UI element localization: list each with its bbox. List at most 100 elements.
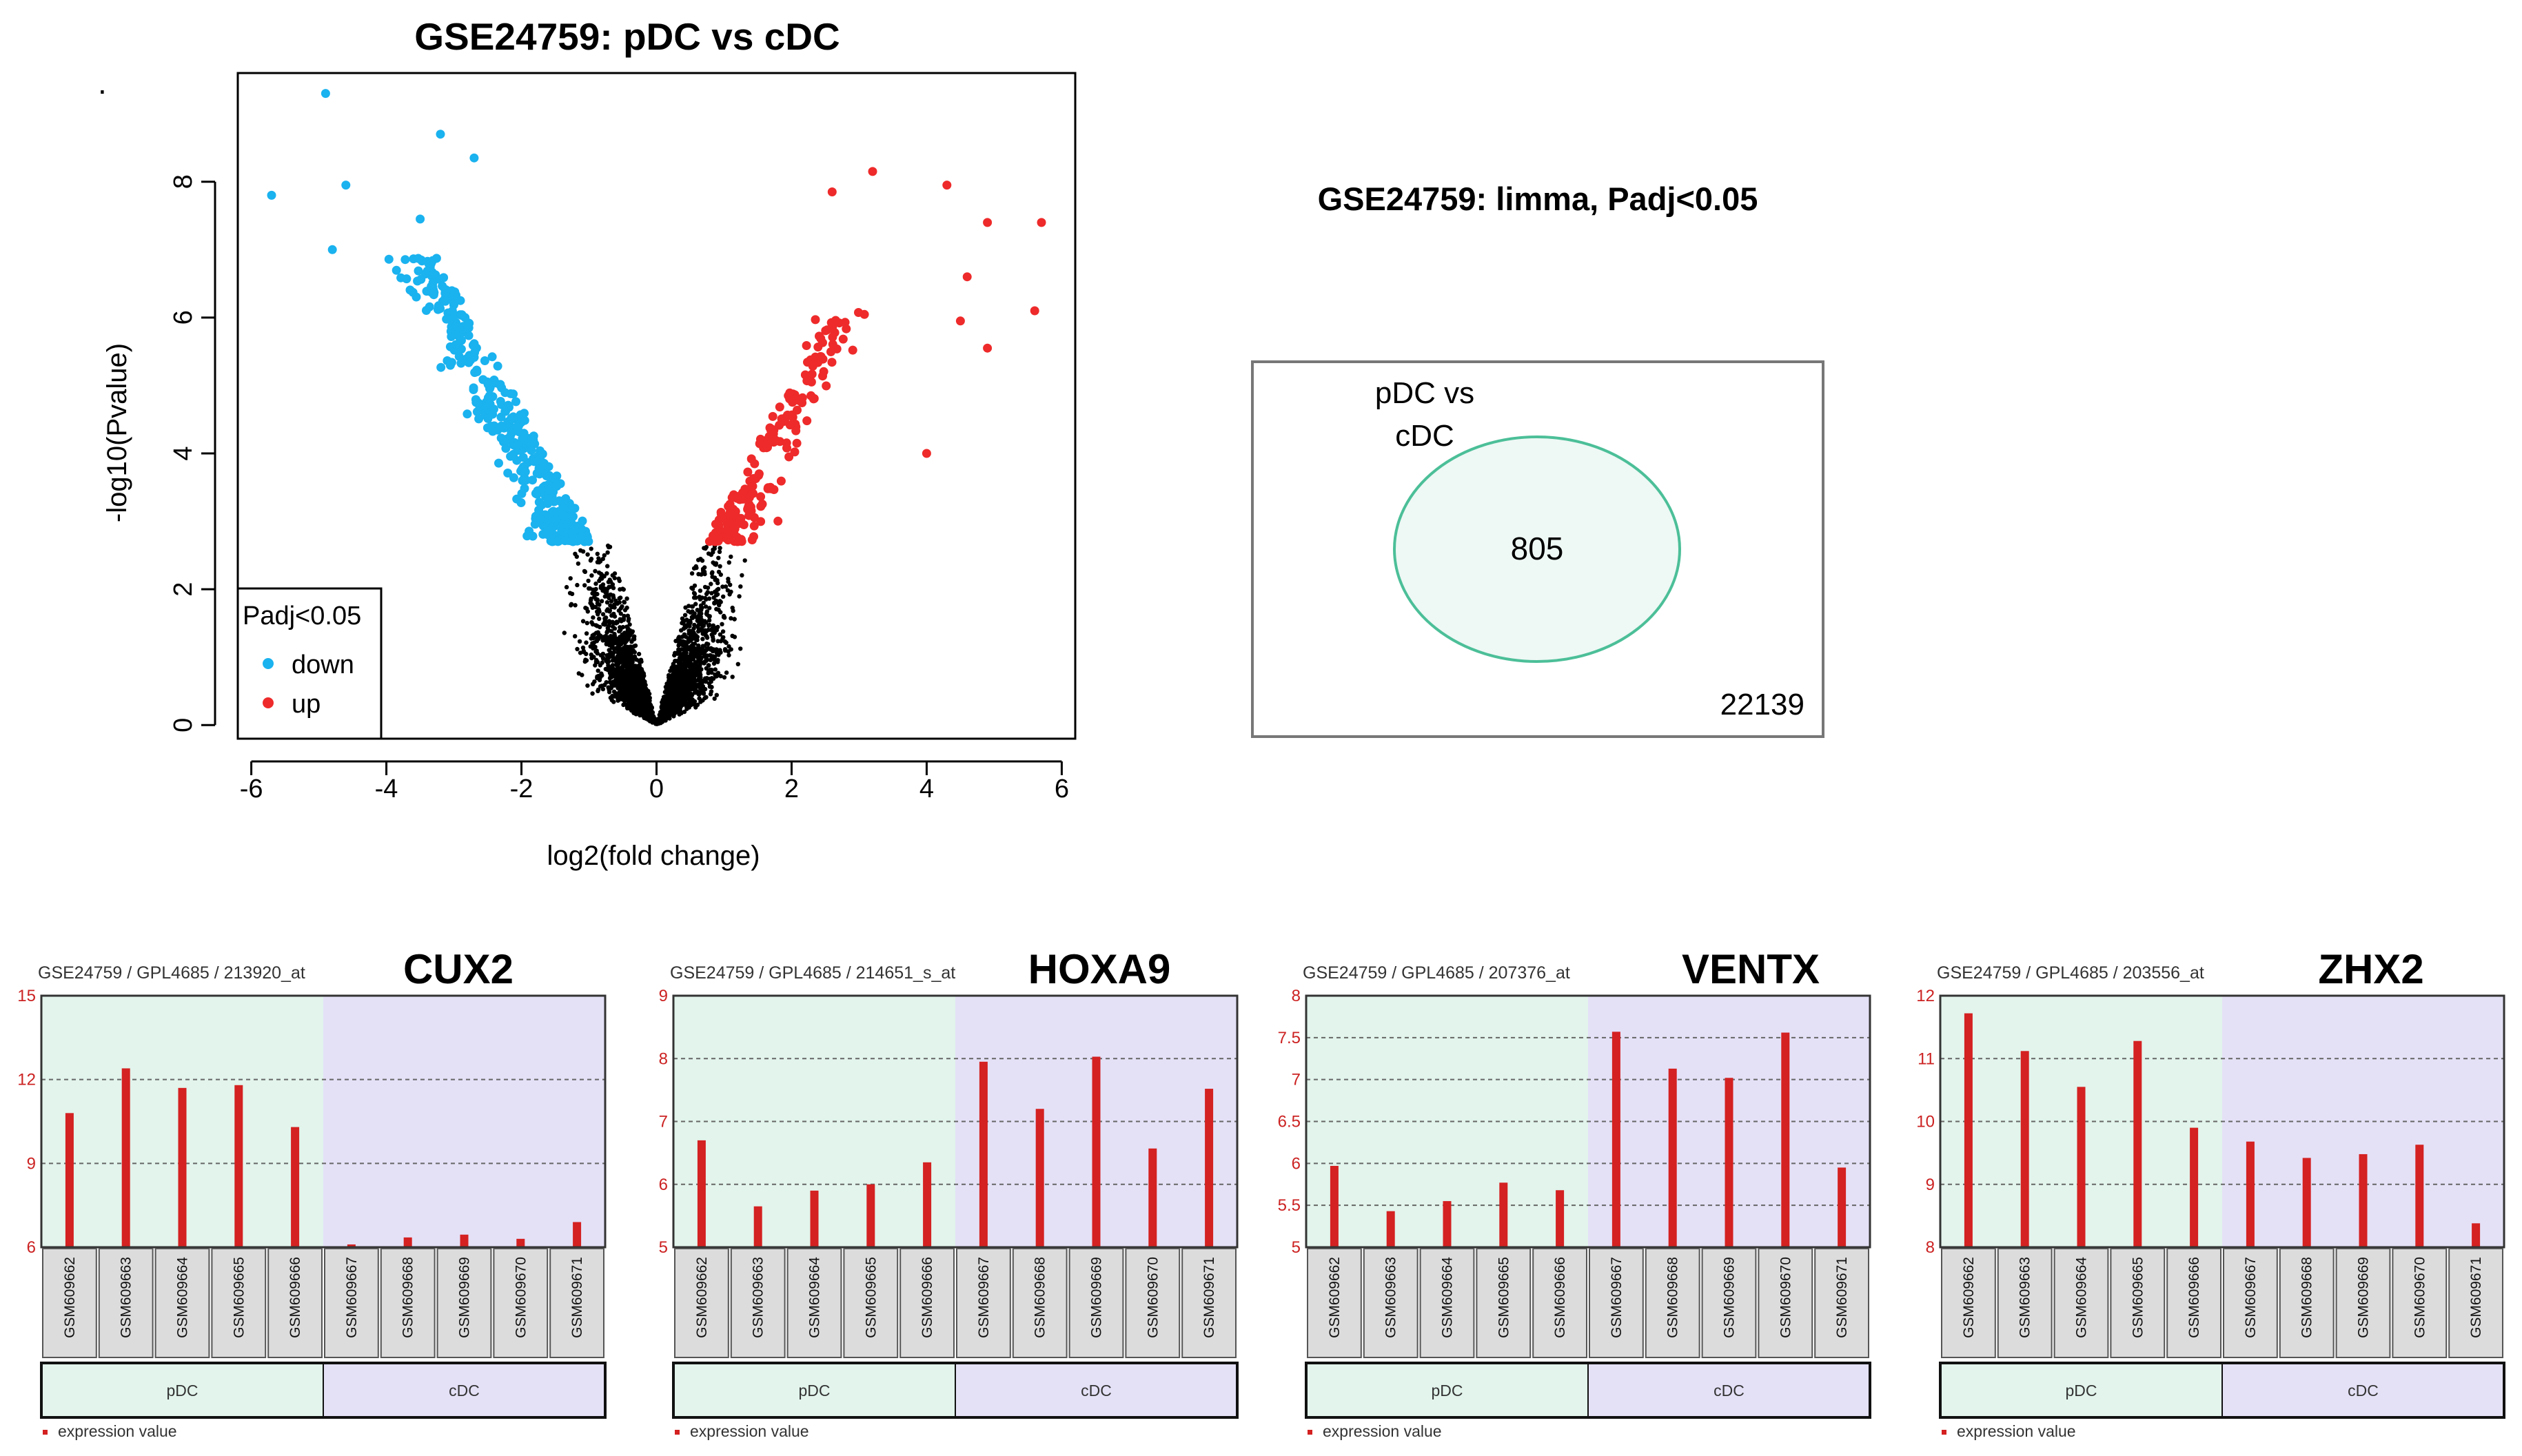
volcano-point-up [788,398,797,407]
volcano-point-up [747,535,757,544]
volcano-point-down [474,398,483,408]
volcano-point-ns [700,558,705,563]
volcano-point-ns [679,665,684,670]
volcano-y-tick-label: 8 [169,174,198,189]
volcano-point-ns [699,667,704,672]
volcano-point-ns [637,682,642,687]
volcano-point-ns [600,582,606,587]
volcano-point-ns [635,699,640,705]
volcano-point-ns [629,652,633,657]
venn-diagram: GSE24759: limma, Padj<0.05 pDC vs cDC 80… [1251,181,1824,738]
volcano-point-down [485,400,495,409]
volcano-point-ns [698,597,703,602]
group-pdc-cell [1940,1363,2222,1417]
sample-label: GSM609664 [807,1257,823,1338]
volcano-point-down [402,274,411,284]
volcano-point-ns [605,607,610,612]
volcano-point-ns [709,552,714,557]
sample-cell [1068,1248,1124,1358]
volcano-point-ns [600,588,605,593]
volcano-point-ns [605,564,610,568]
volcano-point-up [819,367,828,376]
volcano-point-ns [695,671,700,677]
volcano-point-down [414,254,423,263]
volcano-y-tick-label: 4 [169,446,198,460]
sample-cell [1532,1248,1587,1358]
volcano-point-ns [590,691,595,696]
volcano-point-ns [576,671,581,676]
y-tick-label: 7 [1292,1071,1301,1089]
volcano-point-down [562,520,571,530]
volcano-point-ns [612,626,618,631]
volcano-point-down [440,296,450,305]
volcano-point-up [815,331,824,341]
volcano-point-ns [613,637,618,642]
volcano-point-up [816,352,826,361]
volcano-point-down [428,278,438,287]
volcano-point-ns [582,583,587,588]
volcano-point-up [832,344,842,353]
volcano-point-ns [606,664,611,668]
volcano-point-ns [703,604,709,609]
gene-panel-zhx2: GSE24759 / GPL4685 / 203556_at ZHX2 8 9 10 11… [1916,946,2505,1440]
volcano-point-ns [680,699,684,705]
volcano-point-ns [695,608,700,613]
expression-bar [516,1238,525,1247]
sample-label: GSM609670 [2412,1257,2428,1338]
volcano-point-ns [600,612,606,617]
volcano-point-ns [615,670,620,675]
volcano-point-down [480,356,489,365]
sample-cell [1181,1248,1237,1358]
volcano-point-ns [687,678,691,684]
volcano-point-ns [624,596,629,601]
volcano-point-up [813,342,823,352]
y-tick-label: 9 [1926,1176,1935,1194]
volcano-point-ns [704,695,709,699]
volcano-point-ns [605,550,610,555]
volcano-point-ns [735,662,741,666]
volcano-point-ns [689,604,695,609]
volcano-point-ns [586,578,591,584]
sample-cell [2223,1248,2278,1358]
group-cdc-cell [955,1363,1237,1417]
volcano-point-ns [580,619,586,624]
volcano-point-ns [730,605,735,611]
volcano-point-down [436,304,445,314]
sample-cell [2110,1248,2166,1358]
volcano-point-ns [599,671,604,676]
sample-cell [154,1248,210,1358]
volcano-point-ns [641,670,646,676]
volcano-point-ns [689,693,695,698]
volcano-point-ns [626,683,631,688]
volcano-point-ns [611,586,616,591]
volcano-point-ns [682,655,687,660]
volcano-point-ns [580,645,586,650]
sample-label: GSM609667 [344,1257,360,1338]
sample-label: GSM609664 [1440,1257,1456,1338]
sample-cell [549,1248,605,1358]
sample-cell [1419,1248,1475,1358]
volcano-point-ns [726,560,732,565]
volcano-point-ns [573,603,578,608]
volcano-point-ns [725,588,731,593]
volcano-point-ns [718,599,723,604]
sample-label: GSM609670 [1778,1257,1793,1338]
volcano-point-down [549,506,558,516]
volcano-point-ns [675,651,680,656]
volcano-point-ns [738,646,743,651]
volcano-point-ns [726,649,731,654]
sample-label: GSM609670 [513,1257,529,1338]
volcano-point-ns [611,595,616,600]
volcano-point-ns [693,633,698,638]
volcano-point-ns [587,586,591,591]
volcano-point-up [811,315,820,325]
volcano-point-ns [600,655,606,660]
volcano-point-down [451,340,460,349]
volcano-point-up [808,361,817,371]
volcano-point-ns [635,669,640,674]
volcano-point-ns [619,672,624,677]
volcano-point-ns [611,689,617,694]
volcano-point-ns [726,644,731,649]
sample-label: GSM609665 [863,1257,879,1338]
volcano-point-down [576,535,585,544]
